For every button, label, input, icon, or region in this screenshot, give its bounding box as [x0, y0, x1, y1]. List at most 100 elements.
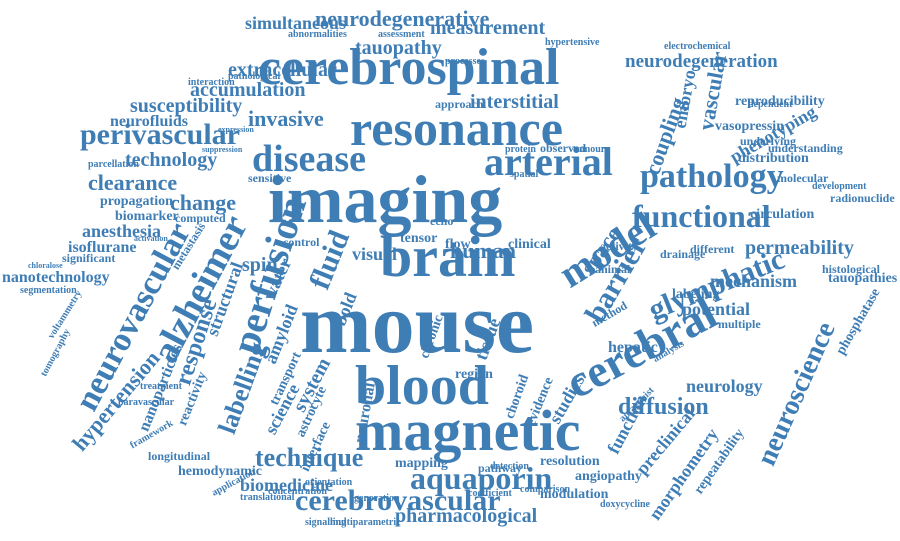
cloud-word-reproducibility: reproducibility — [735, 94, 825, 109]
cloud-word-interstitial: interstitial — [470, 91, 559, 113]
cloud-word-simultaneous: simultaneous — [245, 13, 347, 33]
cloud-word-functional: functional — [632, 198, 771, 234]
cloud-word-pathological: pathological — [228, 71, 281, 82]
cloud-word-magnetic: magnetic — [355, 398, 581, 463]
cloud-word-signalling: signalling — [305, 517, 347, 528]
cloud-word-translational: translational — [240, 492, 295, 503]
cloud-word-animal: animal — [595, 262, 631, 276]
cloud-word-permeability: permeability — [745, 237, 854, 259]
cloud-word-interaction: interaction — [188, 77, 235, 88]
cloud-word-observed: observed — [540, 141, 586, 155]
cloud-word-angiopathy: angiopathy — [575, 469, 642, 484]
cloud-word-diffusion: diffusion — [618, 394, 709, 420]
cloud-word-hypertensive: hypertensive — [545, 37, 600, 48]
cloud-word-paravascular: paravascular — [118, 397, 175, 408]
cloud-word-propagation: propagation — [100, 194, 173, 209]
cloud-word-hemodynamic: hemodynamic — [178, 464, 262, 479]
cloud-word-neuroscience: neuroscience — [750, 317, 842, 471]
cloud-word-extracellular: extracellular — [228, 59, 337, 81]
cloud-word-imaging: imaging — [268, 161, 503, 237]
cloud-word-longitudinal: longitudinal — [148, 449, 211, 463]
cloud-word-tauopathies: tauopathies — [828, 271, 898, 286]
cloud-word-technique: technique — [255, 443, 364, 472]
cloud-word-activity: activity — [600, 239, 638, 253]
cloud-word-nanotechnology: nanotechnology — [2, 269, 110, 286]
cloud-word-region: region — [455, 367, 493, 382]
cloud-word-technology: technology — [125, 149, 218, 171]
cloud-word-resolution: resolution — [540, 454, 600, 469]
cloud-word-aquaporin: aquaporin — [410, 460, 553, 496]
cloud-word-expression: expression — [218, 125, 254, 134]
cloud-word-processes: processes — [445, 56, 485, 67]
cloud-word-abnormalities: abnormalities — [288, 29, 347, 40]
cloud-word-modulation: modulation — [540, 487, 609, 502]
cloud-word-cerebrovascular: cerebrovascular — [295, 484, 501, 517]
cloud-word-blood: blood — [355, 355, 489, 417]
cloud-word-mapping: mapping — [395, 456, 448, 471]
cloud-word-multiparametric: multiparametric — [330, 517, 401, 528]
cloud-word-measurement: measurement — [430, 17, 546, 39]
cloud-word-cerebrospinal: cerebrospinal — [258, 39, 560, 96]
cloud-word-coefficient: coefficient — [468, 488, 512, 499]
cloud-word-accumulation: accumulation — [190, 79, 306, 101]
cloud-word-anesthesia: anesthesia — [82, 221, 162, 241]
cloud-word-molecular: molecular — [777, 171, 829, 185]
cloud-word-suppression: suppression — [202, 145, 243, 154]
cloud-word-vasopressin: vasopressin — [715, 119, 784, 134]
cloud-word-protein: protein — [505, 144, 536, 155]
cloud-word-neurodegenerative: neurodegenerative — [315, 6, 490, 31]
cloud-word-mouse: mouse — [300, 275, 535, 371]
cloud-word-doxycycline: doxycycline — [600, 499, 650, 510]
cloud-word-assessment: assessment — [378, 29, 425, 40]
cloud-word-clearance: clearance — [88, 170, 178, 195]
cloud-word-spin: spin — [242, 254, 278, 276]
cloud-word-multiple: multiple — [718, 317, 761, 331]
cloud-word-radionuclide: radionuclide — [830, 191, 895, 205]
cloud-word-generation: generation — [354, 493, 400, 504]
cloud-word-disease: disease — [252, 138, 366, 180]
cloud-word-isoflurane: isoflurane — [68, 239, 137, 256]
cloud-word-clinical: clinical — [508, 237, 551, 252]
cloud-word-tauopathy: tauopathy — [355, 37, 442, 59]
cloud-word-neurodegeneration: neurodegeneration — [625, 51, 778, 72]
cloud-word-development: development — [812, 181, 867, 192]
cloud-word-echo: echo — [430, 214, 454, 228]
cloud-word-chloralose: chloralose — [28, 261, 63, 270]
cloud-word-pharmacological: pharmacological — [395, 505, 538, 527]
cloud-word-visual: visual — [352, 244, 398, 264]
cloud-word-tensor: tensor — [400, 231, 438, 246]
cloud-word-pathway: pathway — [478, 461, 523, 475]
cloud-word-arterial: arterial — [484, 139, 613, 184]
cloud-word-brain: brain — [380, 224, 516, 289]
cloud-word-resonance: resonance — [350, 100, 563, 156]
cloud-word-phosphatase: phosphatase — [833, 285, 884, 358]
cloud-word-sensitive: sensitive — [248, 171, 292, 185]
cloud-word-potential: potential — [682, 299, 751, 319]
cloud-word-pathology: pathology — [640, 158, 784, 195]
cloud-word-labeling: labeling — [672, 287, 720, 302]
cloud-word-electrochemical: electrochemical — [664, 41, 731, 52]
cloud-word-drainage: drainage — [660, 247, 706, 261]
cloud-word-different: different — [690, 242, 735, 256]
cloud-word-histological: histological — [822, 262, 881, 276]
cloud-word-segmentation: segmentation — [20, 285, 77, 296]
cloud-word-invasive: invasive — [248, 106, 324, 131]
cloud-word-distribution: distribution — [738, 151, 809, 166]
cloud-word-circulation: circulation — [750, 207, 815, 222]
cloud-word-concentration: concentration — [268, 486, 327, 497]
cloud-word-biomedicine: biomedicine — [240, 475, 333, 495]
cloud-word-understanding: understanding — [768, 141, 843, 155]
cloud-word-perivascular: perivascular — [80, 118, 240, 151]
cloud-word-dependent: dependent — [748, 99, 793, 110]
cloud-word-computed: computed — [175, 211, 226, 225]
cloud-word-orientation: orientation — [305, 477, 353, 488]
cloud-word-neurofluids: neurofluids — [110, 113, 188, 130]
cloud-word-detection: detection — [490, 461, 529, 472]
cloud-word-treatment: treatment — [140, 381, 183, 392]
cloud-word-comparison: comparison — [520, 484, 570, 495]
cloud-word-significant: significant — [62, 251, 116, 265]
cloud-word-spatial: spatial — [510, 169, 539, 180]
cloud-word-hepatic: hepatic — [608, 339, 658, 356]
cloud-word-susceptibility: susceptibility — [130, 95, 243, 117]
